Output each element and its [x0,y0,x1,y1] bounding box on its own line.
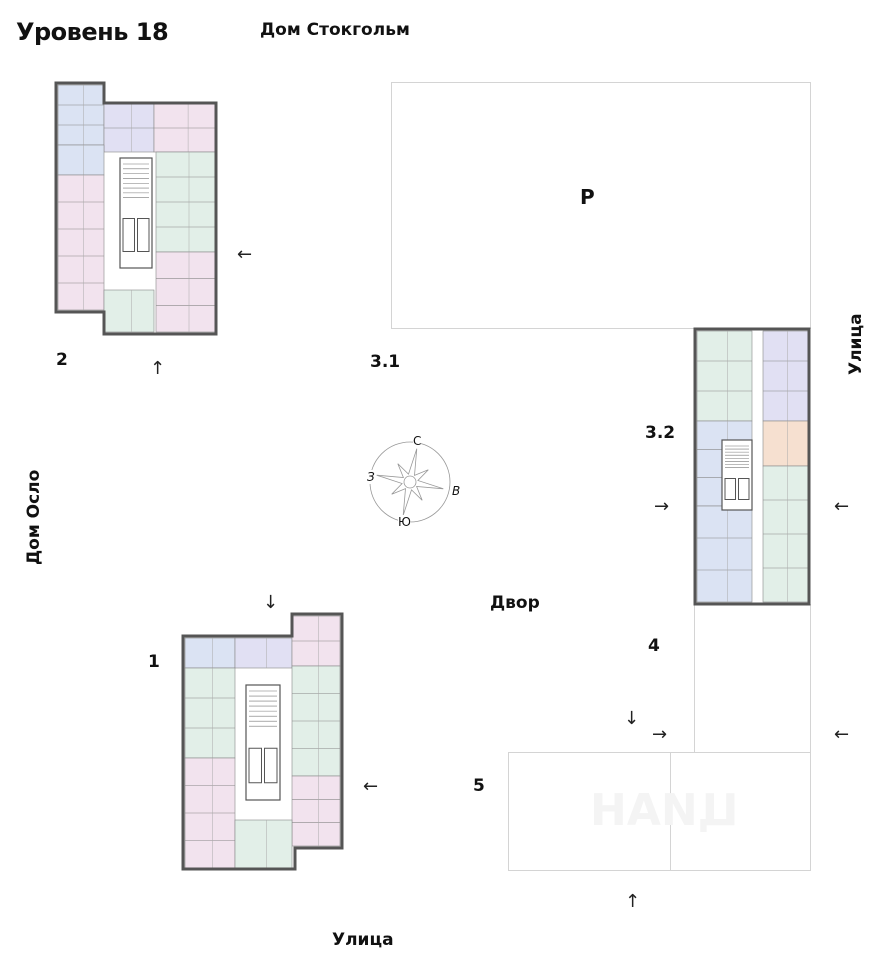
apartment [103,289,155,333]
building-2-walls [54,81,218,336]
arrow-icon: ← [363,776,379,797]
apartment [155,251,217,333]
section-number-3-1: 3.1 [370,352,401,372]
apartment [291,775,341,847]
apartment [696,330,753,422]
arrow-icon: ↑ [625,891,641,912]
section-number-3-2: 3.2 [645,423,676,443]
apartment [696,505,753,603]
parking-label: P [580,185,595,209]
section-5-outline-right[interactable] [670,752,811,871]
compass-south: Ю [398,515,411,529]
apartment [234,637,293,669]
apartment [762,330,809,422]
compass-west: З [367,470,375,484]
arrow-icon: ↑ [150,358,166,379]
arrow-icon: ↓ [263,592,279,613]
elevator [248,747,262,784]
compass-east: В [452,484,461,498]
section-number-2: 2 [56,350,68,370]
arrow-icon: ← [834,724,850,745]
apartment [184,637,236,669]
elevator [738,478,750,500]
level-title: Уровень 18 [16,18,169,46]
apartment [57,84,105,146]
parking-area[interactable] [391,82,811,329]
arrow-icon: → [654,496,670,517]
apartment [762,420,809,467]
section-number-1: 1 [148,652,160,672]
section-number-5: 5 [473,776,485,796]
section-4-outline[interactable] [694,604,811,753]
stair-core [245,684,281,801]
elevator [264,747,278,784]
stair-core [119,157,153,269]
arrow-icon: → [652,724,668,745]
compass-north: С [413,434,422,448]
building-1-walls [181,612,344,871]
elevator [137,218,150,252]
apartment [57,144,105,176]
arrow-icon: ← [237,244,253,265]
street-bottom-label: Улица [332,930,394,950]
section-number-4: 4 [648,636,660,656]
apartment [234,819,293,869]
apartment [184,667,236,759]
elevator [724,478,736,500]
arrow-icon: ← [834,496,850,517]
stair-core [721,439,753,511]
arrow-icon: ↓ [624,708,640,729]
neighbor-stockholm: Дом Стокгольм [260,20,410,40]
elevator [122,218,135,252]
apartment [57,174,105,311]
building-3-2-walls [693,327,811,606]
yard-label: Двор [490,593,540,613]
